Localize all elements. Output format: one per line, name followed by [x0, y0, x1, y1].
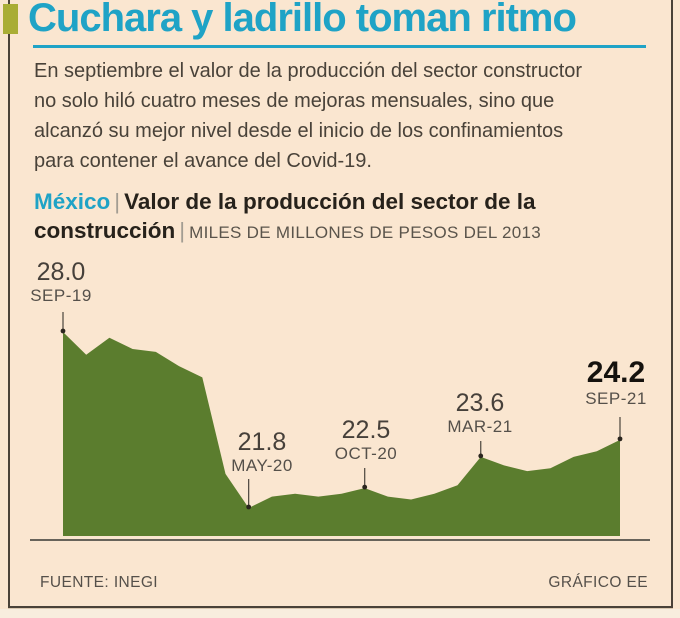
annotation-date: SEP-21 — [585, 389, 647, 408]
frame-border-left — [8, 0, 10, 607]
chart-subtitle: México | Valor de la producción del sector… — [34, 187, 654, 247]
annotation-sep21: 24.2 SEP-21 — [556, 357, 676, 408]
intro-paragraph: En septiembre el valor de la producción … — [34, 60, 583, 172]
title-bullet-mark — [3, 4, 18, 34]
region-label: México — [34, 189, 111, 214]
title-underline — [33, 45, 646, 48]
data-point-dot — [362, 484, 368, 490]
page-title: Cuchara y ladrillo toman ritmo — [28, 0, 577, 40]
chart-title-part1: Valor de la producción del sector de la — [124, 189, 536, 214]
data-point-dot — [478, 453, 484, 459]
annotation-date: OCT-20 — [334, 444, 398, 463]
subtitle-line-1: México | Valor de la producción del sector… — [34, 187, 654, 216]
frame-border-right — [671, 0, 673, 607]
annotation-sep19: 28.0 SEP-19 — [1, 259, 121, 305]
annotation-mar21: 23.6 MAR-21 — [420, 390, 540, 436]
data-point-dot — [246, 504, 252, 510]
annotation-may20: 21.8 MAY-20 — [202, 429, 322, 475]
area-series — [63, 332, 620, 536]
frame-border-bottom — [8, 606, 673, 608]
chart-unit-label: MILES DE MILLONES DE PESOS DEL 2013 — [189, 223, 542, 242]
outer-margin-strip — [0, 609, 680, 618]
separator-bar: | — [114, 189, 121, 214]
annotation-date: MAR-21 — [447, 417, 513, 436]
separator-bar: | — [179, 218, 186, 243]
chart-baseline-rule — [30, 539, 650, 541]
annotation-value: 21.8 — [237, 428, 287, 456]
annotation-value: 22.5 — [341, 416, 391, 444]
data-point-dot — [60, 328, 66, 334]
annotation-oct20: 22.5 OCT-20 — [306, 417, 426, 463]
annotation-date: SEP-19 — [30, 286, 92, 305]
annotation-date: MAY-20 — [231, 456, 293, 475]
annotation-value: 23.6 — [455, 389, 505, 417]
credit-label: GRÁFICO EE — [548, 574, 648, 591]
data-point-dot — [617, 436, 623, 442]
source-label: FUENTE: INEGI — [40, 574, 159, 591]
chart-title-part2: construcción — [34, 218, 176, 243]
annotation-value: 28.0 — [36, 258, 86, 286]
subtitle-line-2: construcción | MILES DE MILLONES DE PESOS … — [34, 216, 654, 247]
annotation-value: 24.2 — [586, 356, 646, 389]
